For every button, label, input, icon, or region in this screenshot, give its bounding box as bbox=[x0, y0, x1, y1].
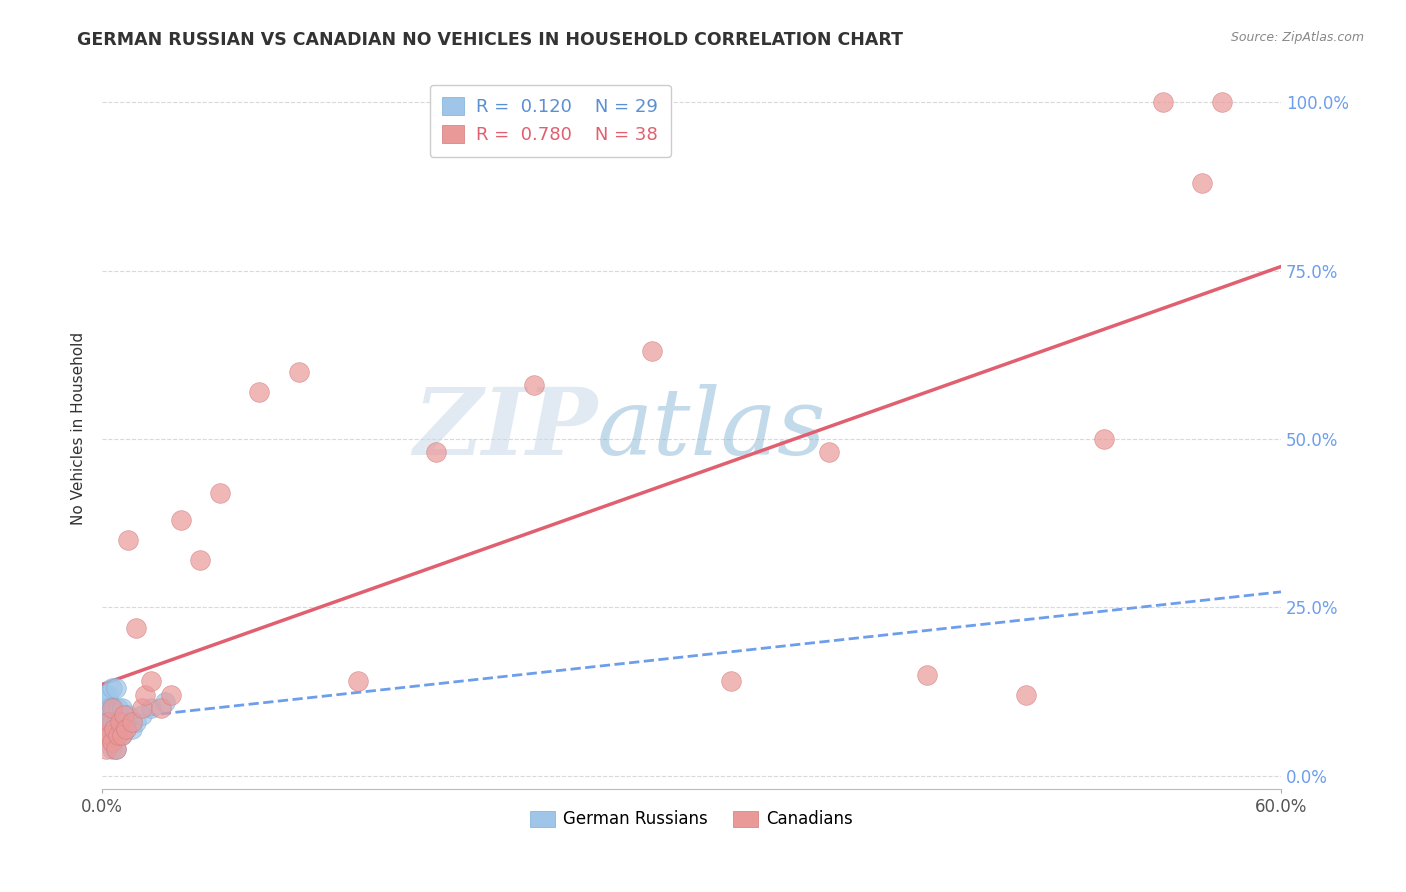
Point bbox=[124, 621, 146, 635]
Point bbox=[104, 741, 127, 756]
Point bbox=[818, 445, 841, 459]
Point bbox=[523, 378, 546, 392]
Point bbox=[112, 708, 135, 723]
Point bbox=[121, 714, 143, 729]
Point bbox=[107, 701, 129, 715]
Point bbox=[114, 722, 136, 736]
Point bbox=[917, 667, 939, 681]
Point bbox=[93, 688, 115, 702]
Point bbox=[134, 688, 156, 702]
Point bbox=[1014, 688, 1036, 702]
Point bbox=[108, 714, 131, 729]
Point bbox=[101, 701, 124, 715]
Point bbox=[1152, 95, 1174, 110]
Point bbox=[103, 722, 125, 736]
Text: ZIP: ZIP bbox=[413, 384, 598, 474]
Point bbox=[1211, 95, 1233, 110]
Point bbox=[104, 681, 127, 696]
Point bbox=[108, 714, 131, 729]
Point bbox=[160, 688, 183, 702]
Point bbox=[131, 708, 153, 723]
Point bbox=[97, 688, 120, 702]
Point bbox=[97, 714, 120, 729]
Text: GERMAN RUSSIAN VS CANADIAN NO VEHICLES IN HOUSEHOLD CORRELATION CHART: GERMAN RUSSIAN VS CANADIAN NO VEHICLES I… bbox=[77, 31, 903, 49]
Point bbox=[346, 674, 368, 689]
Point bbox=[1191, 176, 1213, 190]
Point bbox=[107, 728, 129, 742]
Y-axis label: No Vehicles in Household: No Vehicles in Household bbox=[72, 333, 86, 525]
Point bbox=[124, 714, 146, 729]
Point bbox=[114, 722, 136, 736]
Point bbox=[141, 701, 163, 715]
Point bbox=[170, 513, 193, 527]
Point bbox=[98, 728, 121, 742]
Point bbox=[117, 533, 139, 547]
Point bbox=[131, 701, 153, 715]
Point bbox=[112, 714, 135, 729]
Point bbox=[97, 714, 120, 729]
Point bbox=[98, 701, 121, 715]
Point bbox=[94, 741, 117, 756]
Point bbox=[94, 701, 117, 715]
Point bbox=[720, 674, 742, 689]
Point bbox=[101, 741, 124, 756]
Point bbox=[98, 728, 121, 742]
Point bbox=[101, 735, 124, 749]
Point bbox=[107, 728, 129, 742]
Point bbox=[190, 553, 212, 567]
Point bbox=[150, 701, 173, 715]
Point bbox=[103, 701, 125, 715]
Text: Source: ZipAtlas.com: Source: ZipAtlas.com bbox=[1230, 31, 1364, 45]
Point bbox=[641, 344, 664, 359]
Point bbox=[103, 728, 125, 742]
Point bbox=[101, 681, 124, 696]
Point bbox=[153, 695, 176, 709]
Point bbox=[287, 365, 309, 379]
Legend: German Russians, Canadians: German Russians, Canadians bbox=[523, 804, 860, 835]
Point bbox=[93, 714, 115, 729]
Point bbox=[209, 486, 232, 500]
Point bbox=[247, 384, 270, 399]
Point bbox=[101, 714, 124, 729]
Point bbox=[141, 674, 163, 689]
Point bbox=[111, 728, 134, 742]
Point bbox=[425, 445, 447, 459]
Point bbox=[104, 741, 127, 756]
Point bbox=[1092, 432, 1115, 446]
Point bbox=[111, 728, 134, 742]
Text: atlas: atlas bbox=[598, 384, 827, 474]
Point bbox=[117, 708, 139, 723]
Point bbox=[111, 701, 134, 715]
Point bbox=[104, 714, 127, 729]
Point bbox=[121, 722, 143, 736]
Point bbox=[94, 728, 117, 742]
Point bbox=[93, 728, 115, 742]
